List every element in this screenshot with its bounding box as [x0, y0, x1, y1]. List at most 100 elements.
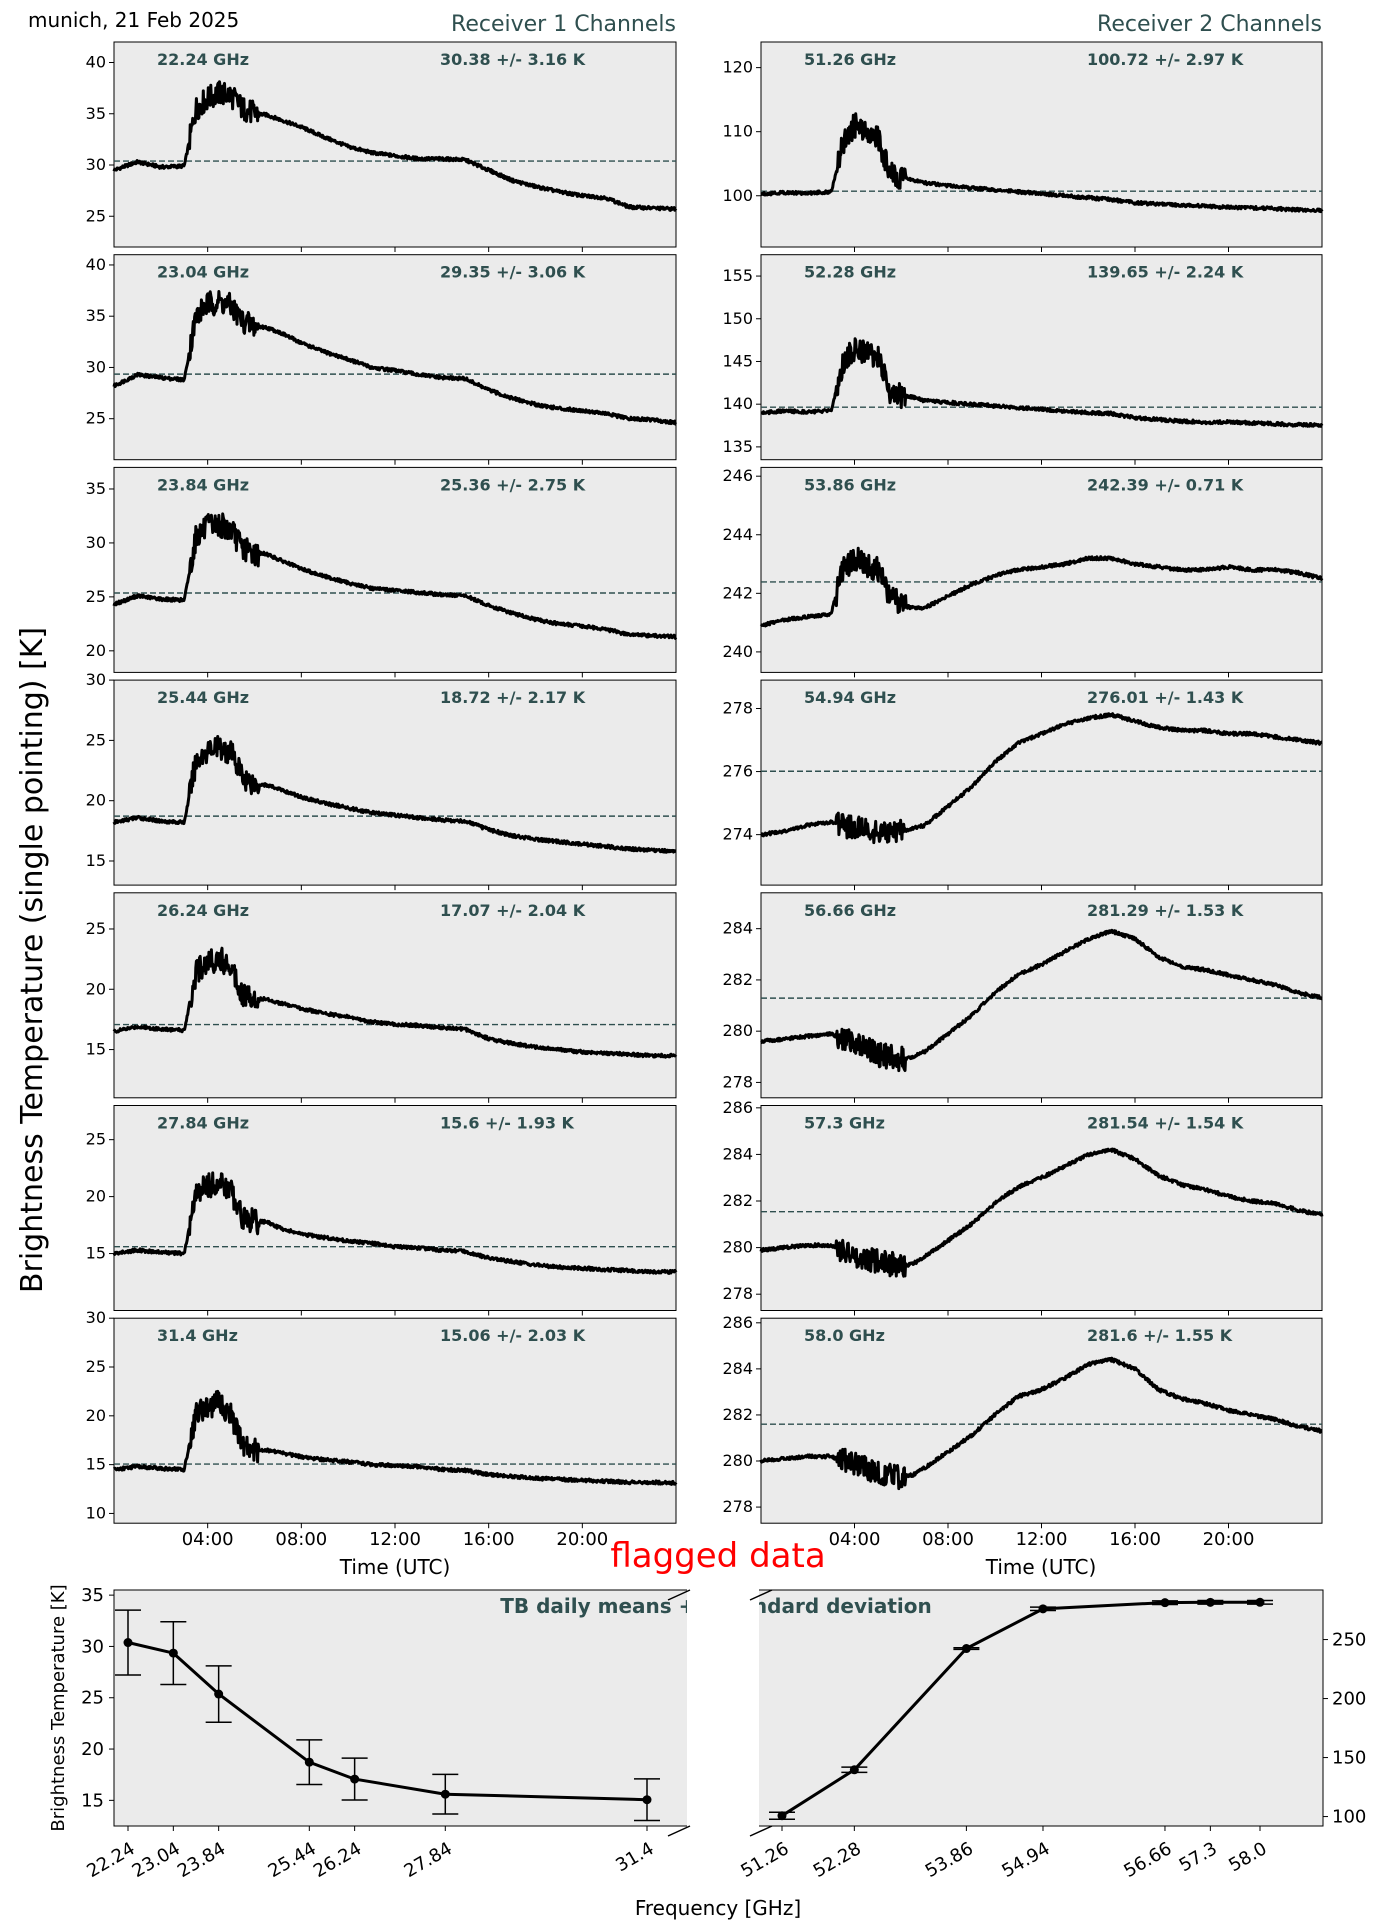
y-tick-label: 30 — [86, 155, 106, 174]
series-line — [112, 946, 678, 1059]
series-line — [759, 1147, 1324, 1278]
y-tick-label: 280 — [722, 1451, 753, 1470]
x-tick-label: 08:00 — [922, 1529, 974, 1550]
xlabel-left: Time (UTC) — [339, 1555, 451, 1579]
y-tick-label: 280 — [722, 1238, 753, 1257]
flagged-data-label: flagged data — [610, 1536, 825, 1576]
y-tick-label: 278 — [722, 698, 753, 717]
y-tick-label: 278 — [722, 1497, 753, 1516]
channel-stats-label: 17.07 +/- 2.04 K — [440, 901, 586, 920]
channel-frequency-label: 52.28 GHz — [804, 263, 896, 282]
series-line — [760, 928, 1323, 1073]
panel-frame — [113, 1105, 677, 1311]
mean-point — [1038, 1604, 1048, 1614]
y-tick-label: 20 — [86, 979, 106, 998]
x-tick-label: 56.66 — [1120, 1838, 1175, 1882]
mean-point — [440, 1789, 450, 1799]
channel-panels: 25 30 35 40 22.24 GHz 30.38 +/- 3.16 K 25 30 35 4… — [86, 41, 1324, 1550]
x-tick-label: 23.04 — [129, 1838, 184, 1882]
y-tick-label: 25 — [86, 919, 106, 938]
x-tick-label: 58.0 — [1225, 1838, 1270, 1876]
x-tick-label: 54.94 — [998, 1838, 1053, 1882]
axis-break-mark — [749, 1825, 773, 1837]
channel-frequency-label: 53.86 GHz — [804, 475, 896, 494]
y-tick-label: 242 — [722, 583, 753, 602]
series-line — [112, 1171, 678, 1275]
channel-frequency-label: 22.24 GHz — [157, 50, 249, 69]
y-tick-label: 284 — [722, 1359, 753, 1378]
series-line — [112, 735, 677, 854]
x-tick-label: 23.84 — [174, 1838, 229, 1882]
y-tick-label: 25 — [86, 1130, 106, 1149]
channel-panel: 10 15 20 25 30 31.4 GHz 15.06 +/- 2.03 K — [86, 1308, 678, 1529]
x-tick-label: 22.24 — [83, 1838, 138, 1882]
channel-stats-label: 15.6 +/- 1.93 K — [440, 1114, 575, 1133]
y-tick-label: 155 — [722, 266, 753, 285]
channel-panel: 135 140 145 150 155 52.28 GHz 139.65 +/- 2.24 … — [722, 254, 1324, 465]
series-line — [759, 546, 1324, 628]
channel-frequency-label: 25.44 GHz — [157, 688, 249, 707]
channel-panel: 15 20 25 27.84 GHz 15.6 +/- 1.93 K — [86, 1105, 678, 1316]
y-tick-label: 20 — [86, 1406, 106, 1425]
y-tick-label: 35 — [86, 306, 106, 325]
axis-break-mark — [667, 1589, 691, 1601]
channel-panel: 278 280 282 284 286 58.0 GHz 281.6 +/- 1.55 K — [722, 1313, 1323, 1529]
y-tick-label: 20 — [86, 641, 106, 660]
y-tick-label: 150 — [722, 309, 753, 328]
panel-frame — [113, 254, 677, 461]
x-tick-label: 27.84 — [401, 1838, 456, 1882]
channel-panel: 100 110 120 51.26 GHz 100.72 +/- 2.97 K — [722, 41, 1324, 252]
y-tick-label: 15 — [86, 1244, 106, 1263]
channel-stats-label: 15.06 +/- 2.03 K — [440, 1326, 586, 1345]
y-tick-label: 30 — [86, 1308, 106, 1327]
y-tick-label-right: 250 — [1332, 1630, 1366, 1651]
y-tick-label: 286 — [722, 1313, 753, 1332]
receiver1-title: Receiver 1 Channels — [451, 12, 676, 37]
channel-stats-label: 242.39 +/- 0.71 K — [1087, 475, 1244, 494]
mean-point — [168, 1648, 178, 1658]
y-tick-label: 30 — [86, 533, 106, 552]
channel-panel: 278 280 282 284 286 57.3 GHz 281.54 +/- 1.54 K — [722, 1098, 1324, 1316]
channel-panel: 15 20 25 30 25.44 GHz 18.72 +/- 2.17 K — [86, 670, 677, 891]
channel-panel: 240 242 244 246 53.86 GHz 242.39 +/- 0.71 K — [722, 466, 1324, 678]
x-tick-label: 53.86 — [922, 1838, 977, 1882]
mean-point — [1160, 1598, 1170, 1608]
mean-point — [777, 1811, 787, 1821]
y-tick-label: 274 — [722, 825, 753, 844]
y-tick-label: 276 — [722, 762, 753, 781]
y-tick-label: 25 — [86, 587, 106, 606]
y-tick-label-right: 150 — [1332, 1748, 1366, 1769]
panel-frame — [760, 41, 1323, 248]
mean-point — [961, 1644, 971, 1654]
panel-frame — [760, 1105, 1323, 1311]
y-tick-label: 244 — [722, 525, 753, 544]
location-date: munich, 21 Feb 2025 — [28, 8, 239, 32]
y-tick-label: 282 — [722, 1405, 753, 1424]
y-tick-label: 15 — [86, 1455, 106, 1474]
channel-panel: 15 20 25 26.24 GHz 17.07 +/- 2.04 K — [86, 892, 678, 1103]
series-line — [112, 290, 677, 426]
panel-frame — [760, 1317, 1323, 1524]
channel-stats-label: 281.54 +/- 1.54 K — [1087, 1114, 1244, 1133]
y-tick-label: 30 — [86, 357, 106, 376]
summary-chart: TB daily means +/- standard deviation Br… — [48, 1584, 1366, 1920]
channel-frequency-label: 58.0 GHz — [804, 1326, 885, 1345]
x-tick-label: 04:00 — [182, 1529, 234, 1550]
panel-frame — [113, 41, 677, 248]
channel-panel: 20 25 30 35 23.84 GHz 25.36 +/- 2.75 K — [86, 466, 678, 678]
mean-point — [642, 1795, 652, 1805]
y-tick-label: 15 — [86, 1040, 106, 1059]
channel-stats-label: 100.72 +/- 2.97 K — [1087, 50, 1244, 69]
channel-stats-label: 281.6 +/- 1.55 K — [1087, 1326, 1233, 1345]
y-tick-label: 284 — [722, 919, 753, 938]
y-tick-label: 20 — [81, 1739, 104, 1760]
x-tick-label: 51.26 — [737, 1838, 792, 1882]
channel-stats-label: 18.72 +/- 2.17 K — [440, 688, 586, 707]
y-tick-label: 10 — [86, 1503, 106, 1522]
mean-point — [849, 1765, 859, 1775]
y-tick-label: 240 — [722, 642, 753, 661]
channel-stats-label: 25.36 +/- 2.75 K — [440, 475, 586, 494]
y-tick-label: 25 — [81, 1688, 104, 1709]
y-tick-label: 25 — [86, 206, 106, 225]
